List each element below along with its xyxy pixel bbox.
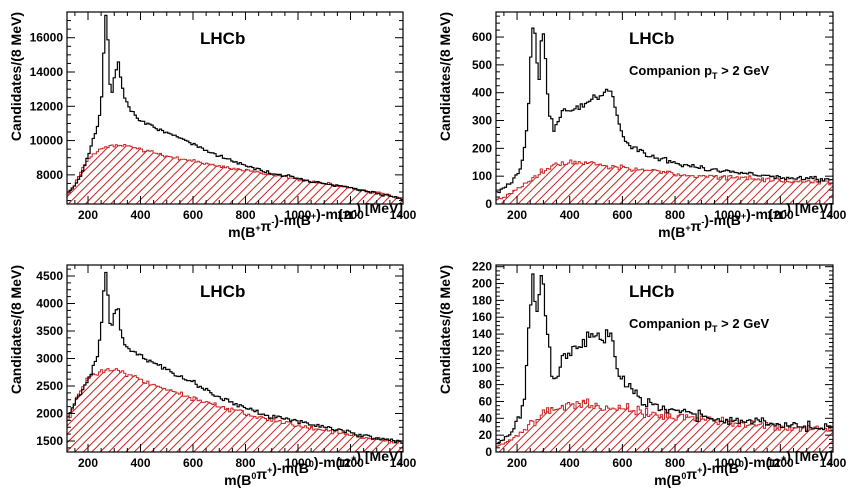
x-tick-label: 600	[612, 456, 632, 470]
x-tick-label: 1000	[714, 208, 741, 222]
y-tick-label: 120	[472, 344, 492, 358]
y-tick-label: 200	[472, 277, 492, 291]
y-tick-label: 8000	[36, 168, 63, 182]
x-axis-label: m(B0π+)-m(B0)-m(π+) [MeV]	[224, 448, 403, 488]
x-tick-label: 1200	[767, 456, 794, 470]
experiment-label: LHCb	[200, 29, 245, 48]
background-histogram	[496, 398, 833, 452]
x-tick-label: 1200	[337, 456, 364, 470]
y-tick-label: 200	[472, 141, 492, 155]
signal-histogram	[67, 271, 403, 444]
companion-pt-annotation: Companion pT > 2 GeV	[629, 316, 770, 334]
y-tick-label: 12000	[30, 99, 64, 113]
x-tick-label: 200	[507, 208, 527, 222]
x-tick-label: 400	[560, 208, 580, 222]
chart-panel-bottom-left: 200 400 600 800 1000 1200 1400 1500 2000 2500 3000…	[8, 264, 417, 488]
x-tick-label: 1400	[390, 456, 417, 470]
experiment-label: LHCb	[629, 282, 674, 301]
y-tick-label: 16000	[30, 31, 64, 45]
y-tick-label: 400	[472, 86, 492, 100]
x-tick-label: 400	[130, 208, 150, 222]
y-tick-label: 140	[472, 327, 492, 341]
x-tick-label: 800	[665, 456, 685, 470]
x-tick-label: 1000	[714, 456, 741, 470]
y-tick-label: 3000	[36, 352, 63, 366]
chart-panel-top-right: 200 400 600 800 1000 1200 1400 0 100 200 300 400 500…	[437, 11, 847, 240]
x-tick-label: 600	[612, 208, 632, 222]
x-tick-label: 1200	[337, 208, 364, 222]
y-tick-label: 2500	[36, 379, 63, 393]
y-tick-label: 3500	[36, 324, 63, 338]
x-tick-label: 1400	[820, 208, 847, 222]
x-tick-label: 200	[78, 456, 98, 470]
x-tick-label: 600	[183, 456, 203, 470]
x-tick-label: 200	[507, 456, 527, 470]
background-histogram	[67, 143, 403, 204]
y-tick-label: 80	[479, 378, 493, 392]
signal-histogram	[496, 273, 833, 445]
plot-frame	[495, 264, 834, 453]
background-histogram	[67, 368, 403, 452]
y-tick-label: 4000	[36, 297, 63, 311]
y-tick-label: 180	[472, 293, 492, 307]
y-tick-label: 0	[485, 445, 492, 459]
x-tick-label: 400	[130, 456, 150, 470]
x-axis-label: m(B0π+)-m(B0)-m(π+) [MeV]	[654, 448, 833, 488]
y-tick-label: 1500	[36, 434, 63, 448]
y-tick-label: 0	[485, 197, 492, 211]
signal-histogram	[496, 27, 833, 194]
y-tick-label: 100	[472, 169, 492, 183]
y-tick-label: 40	[479, 411, 493, 425]
y-tick-label: 10000	[30, 134, 64, 148]
y-tick-label: 100	[472, 361, 492, 375]
y-axis-label: Candidates/(8 MeV)	[437, 265, 453, 394]
x-tick-label: 1000	[285, 456, 312, 470]
y-axis-label: Candidates/(8 MeV)	[437, 12, 453, 141]
companion-pt-annotation: Companion pT > 2 GeV	[629, 63, 770, 81]
y-tick-label: 220	[472, 260, 492, 274]
y-tick-label: 20	[479, 428, 493, 442]
y-axis-label: Candidates/(8 MeV)	[8, 12, 24, 141]
y-axis-label: Candidates/(8 MeV)	[8, 265, 24, 394]
y-tick-label: 600	[472, 30, 492, 44]
x-tick-label: 1400	[820, 456, 847, 470]
background-histogram	[496, 159, 833, 204]
x-tick-label: 800	[665, 208, 685, 222]
chart-panel-bottom-right: 200 400 600 800 1000 1200 1400 0 20 40 60 80 100 120 1…	[437, 260, 847, 488]
y-tick-label: 160	[472, 310, 492, 324]
x-tick-label: 400	[560, 456, 580, 470]
x-tick-label: 1000	[285, 208, 312, 222]
signal-histogram	[67, 14, 403, 201]
x-tick-label: 800	[235, 456, 255, 470]
plot-frame	[66, 11, 404, 205]
y-tick-label: 60	[479, 394, 493, 408]
experiment-label: LHCb	[200, 282, 245, 301]
y-tick-label: 300	[472, 114, 492, 128]
x-axis-label: m(B+π-)-m(B+)-m(π-) [MeV]	[228, 200, 403, 240]
x-tick-label: 800	[235, 208, 255, 222]
chart-panel-top-left: 200 400 600 800 1000 1200 1400 8000 10000 12000 14…	[8, 11, 417, 240]
x-tick-label: 1200	[767, 208, 794, 222]
x-tick-label: 600	[183, 208, 203, 222]
y-tick-label: 4500	[36, 269, 63, 283]
y-tick-label: 14000	[30, 65, 64, 79]
x-axis-label: m(B+π-)-m(B+)-m(π-) [MeV]	[658, 200, 833, 240]
x-tick-label: 200	[78, 208, 98, 222]
y-tick-label: 500	[472, 58, 492, 72]
x-tick-label: 1400	[390, 208, 417, 222]
experiment-label: LHCb	[629, 29, 674, 48]
y-tick-label: 2000	[36, 407, 63, 421]
plot-frame	[495, 11, 834, 205]
